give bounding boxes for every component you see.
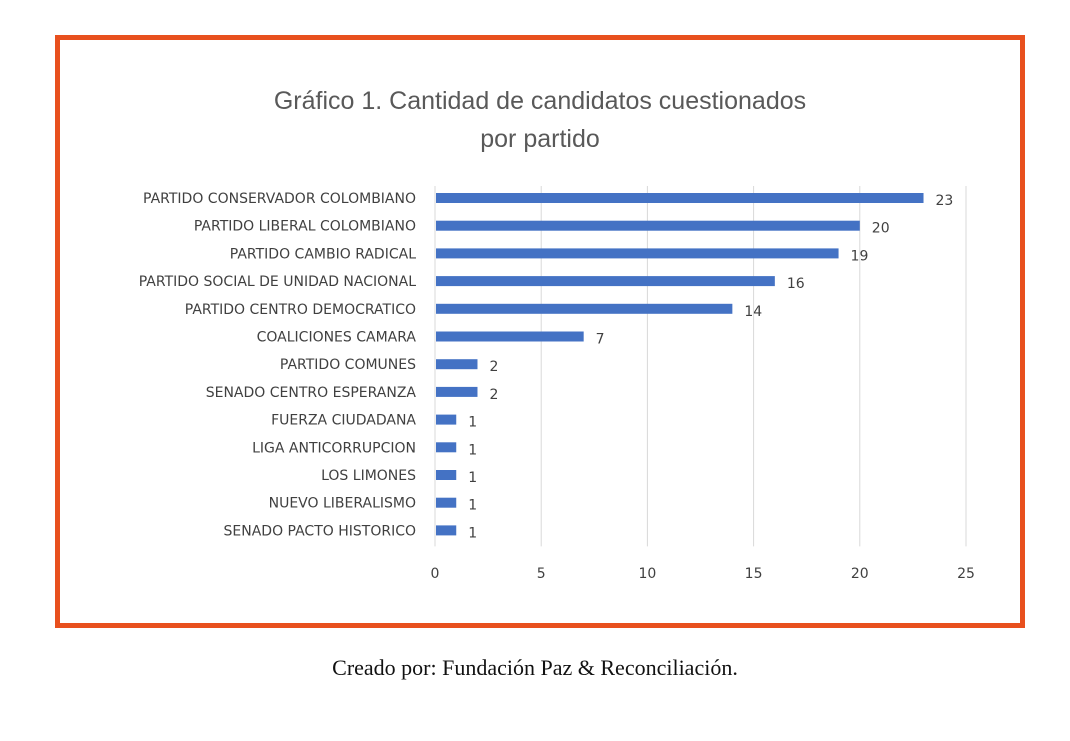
- x-tick-label: 5: [537, 566, 546, 582]
- chart-title-line1: Gráfico 1. Cantidad de candidatos cuesti…: [273, 87, 807, 115]
- bar: [436, 359, 478, 370]
- data-label: 16: [787, 276, 805, 292]
- category-label: SENADO PACTO HISTORICO: [224, 523, 416, 539]
- category-label: FUERZA CIUDADANA: [271, 413, 416, 429]
- bar: [436, 525, 457, 536]
- data-label: 19: [851, 248, 869, 264]
- x-tick-label: 10: [638, 566, 656, 582]
- category-label: PARTIDO CAMBIO RADICAL: [230, 246, 416, 262]
- category-label: LIGA ANTICORRUPCION: [252, 440, 416, 456]
- data-label: 1: [468, 525, 477, 541]
- bar: [436, 303, 733, 314]
- chart-title: Gráfico 1. Cantidad de candidatos cuesti…: [60, 82, 1020, 158]
- data-label: 1: [468, 415, 477, 431]
- data-label: 1: [468, 470, 477, 486]
- x-tick-label: 0: [431, 566, 440, 582]
- chart-frame: [55, 35, 1025, 628]
- bar: [436, 414, 457, 425]
- x-tick-label: 15: [745, 566, 763, 582]
- category-label: SENADO CENTRO ESPERANZA: [206, 385, 417, 401]
- bar: [436, 276, 775, 287]
- data-label: 1: [468, 442, 477, 458]
- x-tick-label: 25: [957, 566, 975, 582]
- bar: [436, 497, 457, 508]
- data-label: 7: [596, 332, 605, 348]
- x-tick-label: 20: [851, 566, 869, 582]
- bar: [436, 193, 924, 203]
- bar: [436, 442, 457, 453]
- chart-title-line2: por partido: [480, 125, 600, 153]
- category-label: PARTIDO CONSERVADOR COLOMBIANO: [143, 191, 416, 207]
- bar: [436, 248, 839, 259]
- data-label: 2: [489, 359, 498, 375]
- bar: [436, 220, 860, 231]
- data-label: 2: [489, 387, 498, 403]
- category-label: PARTIDO COMUNES: [280, 357, 416, 373]
- caption: Creado por: Fundación Paz & Reconciliaci…: [332, 655, 738, 680]
- data-label: 14: [744, 304, 762, 320]
- bar: [436, 331, 584, 342]
- category-label: PARTIDO SOCIAL DE UNIDAD NACIONAL: [139, 274, 416, 290]
- bar: [436, 386, 478, 397]
- category-label: COALICIONES CAMARA: [257, 330, 417, 346]
- category-label: LOS LIMONES: [321, 468, 416, 484]
- data-label: 1: [468, 498, 477, 514]
- category-label: NUEVO LIBERALISMO: [269, 496, 416, 512]
- data-label: 23: [936, 193, 954, 209]
- data-label: 20: [872, 221, 890, 237]
- bar: [436, 470, 457, 480]
- category-label: PARTIDO LIBERAL COLOMBIANO: [194, 219, 416, 235]
- category-label: PARTIDO CENTRO DEMOCRATICO: [185, 302, 416, 318]
